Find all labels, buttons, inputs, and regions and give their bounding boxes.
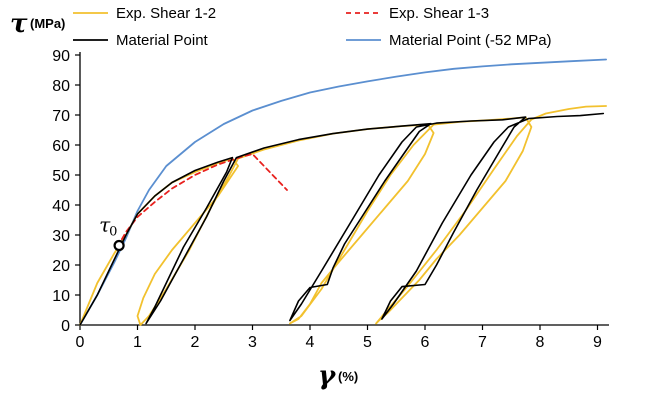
y-axis-unit: (MPa) [30, 16, 65, 31]
legend-item: Exp. Shear 1-3 [346, 5, 489, 22]
tau0-subscript: 0 [109, 225, 117, 240]
y-axis-label: τ (MPa) [10, 9, 65, 39]
x-tick-label: 5 [363, 334, 372, 351]
x-tick-label: 0 [76, 334, 85, 351]
legend: Exp. Shear 1-2 Exp. Shear 1-3 Material Poi… [73, 5, 552, 49]
y-tick-label: 10 [52, 288, 70, 305]
y-tick-label: 20 [52, 258, 70, 275]
series-group [79, 58, 607, 326]
tau0-symbol: τ [99, 213, 111, 237]
y-tick-label: 50 [52, 168, 70, 185]
x-axis-label: γ (%) [318, 361, 358, 391]
legend-item: Material Point [73, 32, 209, 49]
y-tick-label: 90 [52, 48, 70, 65]
x-tick-label: 7 [478, 334, 487, 351]
legend-item: Exp. Shear 1-2 [73, 5, 216, 22]
y-tick-label: 70 [52, 108, 70, 125]
legend-item: Material Point (-52 MPa) [346, 32, 552, 49]
series-line-exp-shear-1-3 [116, 153, 288, 248]
legend-label: Material Point [116, 32, 209, 49]
x-tick-label: 6 [421, 334, 430, 351]
series-line-material-point [79, 112, 605, 326]
legend-label: Exp. Shear 1-2 [116, 5, 216, 22]
y-tick-label: 0 [61, 318, 70, 335]
tau0-annotation: τ 0 [99, 213, 125, 252]
x-tick-label: 3 [248, 334, 257, 351]
x-tick-label: 4 [306, 334, 315, 351]
tau0-marker [113, 239, 125, 252]
series-line-exp-shear-1-2 [79, 105, 607, 326]
x-tick-label: 8 [536, 334, 545, 351]
y-tick-label: 40 [52, 198, 70, 215]
y-axis-symbol: τ [10, 9, 28, 39]
x-axis-symbol: γ [318, 361, 337, 391]
x-tick-label: 1 [133, 334, 142, 351]
y-tick-label: 80 [52, 78, 70, 95]
x-tick-label: 2 [191, 334, 200, 351]
x-axis-unit: (%) [338, 369, 358, 384]
legend-label: Exp. Shear 1-3 [389, 5, 489, 22]
x-tick-label: 9 [593, 334, 602, 351]
y-tick-label: 30 [52, 228, 70, 245]
legend-label: Material Point (-52 MPa) [389, 32, 552, 49]
y-tick-label: 60 [52, 138, 70, 155]
